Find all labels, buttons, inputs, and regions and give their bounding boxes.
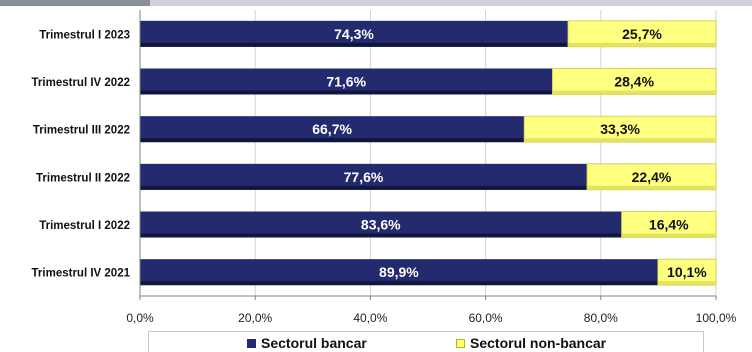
bar-bancar-shade-4 [140,233,622,238]
category-label-2: Trimestrul III 2022 [33,125,130,137]
x-tick-label-1: 20,0% [238,311,272,325]
x-tick-label-5: 100,0% [696,311,737,325]
data-label-bancar-0: 74,3% [334,26,374,42]
bar-nonbancar-shade-5 [657,281,716,286]
bar-nonbancar-shade-4 [621,233,716,238]
bar-nonbancar-shade-1 [552,90,716,95]
bar-nonbancar-shade-2 [524,138,716,143]
bar-nonbancar-1 [552,68,717,95]
category-label-5: Trimestrul IV 2021 [32,268,131,280]
top-strip-accent [0,0,150,6]
bar-nonbancar-4 [621,211,717,238]
bar-nonbancar-2 [523,115,717,143]
x-tick-label-4: 80,0% [584,311,618,325]
bar-nonbancar-0 [567,20,717,48]
legend-label-nonbancar: Sectorul non-bancar [470,335,607,351]
bar-nonbancar-shade-3 [586,185,716,190]
x-tick-label-0: 0,0% [126,311,154,325]
data-label-bancar-4: 83,6% [361,217,401,233]
bar-bancar-4 [140,211,622,238]
data-label-nonbancar-5: 10,1% [667,264,707,280]
x-tick-label-2: 40,0% [353,311,387,325]
bar-bancar-shade-5 [140,281,658,286]
category-label-1: Trimestrul IV 2022 [32,77,130,89]
category-label-0: Trimestrul I 2023 [39,29,130,41]
legend-swatch-bancar [247,338,256,348]
bar-bancar-5 [140,259,658,286]
data-label-nonbancar-1: 28,4% [614,74,654,90]
data-label-nonbancar-0: 25,7% [622,26,662,42]
bar-bancar-0 [140,20,568,47]
bar-bancar-shade-3 [140,185,587,190]
data-label-bancar-1: 71,6% [326,74,366,90]
data-label-nonbancar-3: 22,4% [632,169,672,185]
data-label-bancar-5: 89,9% [379,264,419,280]
bar-bancar-shade-0 [140,42,568,47]
legend: Sectorul bancar Sectorul non-bancar [148,331,704,352]
data-label-nonbancar-4: 16,4% [649,217,689,233]
bar-bancar-3 [140,163,587,190]
bar-bancar-shade-1 [140,90,553,95]
x-tick-label-3: 60,0% [469,311,503,325]
bar-nonbancar-shade-0 [567,42,716,47]
bar-bancar-shade-2 [140,138,525,143]
legend-label-bancar: Sectorul bancar [261,335,367,351]
top-strip [0,0,752,6]
category-label-3: Trimestrul II 2022 [36,172,130,184]
data-label-nonbancar-2: 33,3% [600,121,640,137]
legend-swatch-nonbancar [456,338,465,348]
data-label-bancar-3: 77,6% [344,169,384,185]
bar-bancar-1 [140,68,553,95]
data-label-bancar-2: 66,7% [312,121,352,137]
bar-nonbancar-3 [586,163,717,191]
legend-item-bancar: Sectorul bancar [247,335,367,351]
legend-item-nonbancar: Sectorul non-bancar [456,335,606,351]
category-label-4: Trimestrul I 2022 [39,220,130,232]
bar-bancar-2 [140,116,525,143]
